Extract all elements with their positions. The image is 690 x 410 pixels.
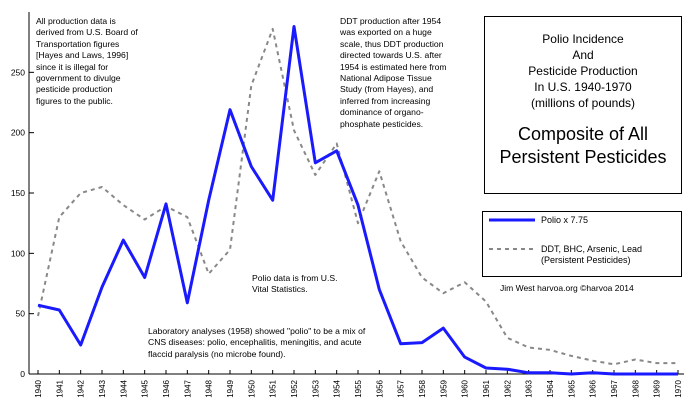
x-tick-label: 1968 bbox=[631, 379, 640, 397]
legend-swatches bbox=[489, 218, 535, 250]
y-tick-label: 100 bbox=[11, 248, 25, 258]
legend-label-pesticides: DDT, BHC, Arsenic, Lead (Persistent Pest… bbox=[541, 244, 643, 265]
chart-title-box: Polio Incidence And Pesticide Production… bbox=[484, 16, 682, 194]
x-tick-label: 1967 bbox=[610, 379, 619, 397]
x-tick-label: 1965 bbox=[567, 379, 576, 397]
x-tick-label: 1951 bbox=[269, 379, 278, 397]
x-tick-label: 1950 bbox=[247, 379, 256, 397]
x-tick-label: 1969 bbox=[653, 379, 662, 397]
annotation-board-of-transportation: All production data is derived from U.S.… bbox=[36, 16, 138, 106]
x-tick-label: 1944 bbox=[119, 379, 128, 397]
chart-subtitle: Composite of All Persistent Pesticides bbox=[499, 124, 667, 167]
x-tick-label: 1946 bbox=[162, 379, 171, 397]
x-tick-label: 1941 bbox=[55, 379, 64, 397]
x-tick-label: 1942 bbox=[77, 379, 86, 397]
x-tick-label: 1958 bbox=[418, 379, 427, 397]
x-tick-label: 1954 bbox=[333, 379, 342, 397]
series-line-pesticides bbox=[37, 27, 678, 366]
y-tick-label: 50 bbox=[16, 309, 26, 319]
series-line-polio bbox=[37, 25, 678, 376]
x-tick-label: 1966 bbox=[589, 379, 598, 397]
x-tick-label: 1955 bbox=[354, 379, 363, 397]
legend-label-polio: Polio x 7.75 bbox=[541, 215, 589, 225]
x-tick-label: 1962 bbox=[503, 379, 512, 397]
x-tick-label: 1948 bbox=[205, 379, 214, 397]
annotation-vital-statistics: Polio data is from U.S. Vital Statistics… bbox=[252, 273, 338, 295]
x-tick-label: 1959 bbox=[439, 379, 448, 397]
series-lines bbox=[37, 25, 678, 376]
x-tick-label: 1952 bbox=[290, 379, 299, 397]
chart-legend: Polio x 7.75 DDT, BHC, Arsenic, Lead (Pe… bbox=[482, 211, 682, 277]
x-tick-label: 1949 bbox=[226, 379, 235, 397]
y-tick-label: 200 bbox=[11, 128, 25, 138]
x-tick-label: 1943 bbox=[98, 379, 107, 397]
x-tick-label: 1960 bbox=[461, 379, 470, 397]
y-tick-label: 0 bbox=[20, 369, 25, 379]
credit-line: Jim West harvoa.org ©harvoa 2014 bbox=[500, 283, 634, 293]
x-tick-label: 1945 bbox=[141, 379, 150, 397]
chart-title: Polio Incidence And Pesticide Production… bbox=[528, 32, 638, 110]
x-tick-label: 1961 bbox=[482, 379, 491, 397]
x-tick-label: 1963 bbox=[525, 379, 534, 397]
x-tick-label: 1940 bbox=[34, 379, 43, 397]
x-axis-ticks: 1940 1941 1942 1943 1944 1945 1946 1947 1948 1949… bbox=[34, 370, 683, 398]
x-tick-label: 1964 bbox=[546, 379, 555, 397]
annotation-ddt-export: DDT production after 1954 was exported o… bbox=[340, 16, 447, 129]
annotation-lab-analyses: Laboratory analyses (1958) showed "polio… bbox=[148, 326, 366, 359]
x-tick-label: 1947 bbox=[183, 379, 192, 397]
x-tick-label: 1953 bbox=[311, 379, 320, 397]
x-tick-label: 1956 bbox=[375, 379, 384, 397]
y-tick-label: 150 bbox=[11, 188, 25, 198]
x-tick-label: 1957 bbox=[397, 379, 406, 397]
y-axis-ticks: 0 50 100 150 200 250 bbox=[11, 67, 34, 379]
x-tick-label: 1970 bbox=[674, 379, 683, 397]
y-tick-label: 250 bbox=[11, 67, 25, 77]
